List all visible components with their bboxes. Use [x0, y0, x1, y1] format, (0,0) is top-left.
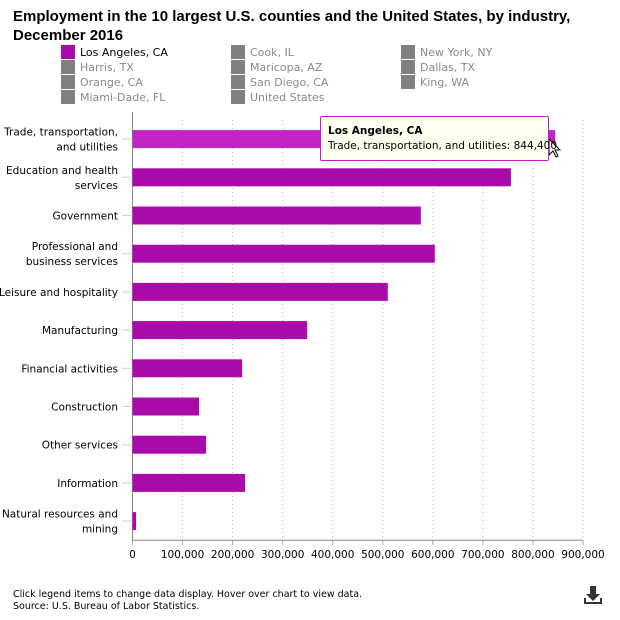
y-tick-label: Other services: [42, 440, 118, 452]
y-tick-label: Construction: [51, 402, 118, 414]
y-tick-label: services: [75, 180, 118, 192]
chart-title: Employment in the 10 largest U.S. counti…: [13, 8, 571, 44]
cursor-icon: [548, 137, 562, 158]
y-tick-label: Leisure and hospitality: [0, 287, 118, 299]
legend-label: United States: [250, 91, 325, 104]
legend-item[interactable]: Dallas, TX: [401, 60, 475, 75]
legend: Los Angeles, CA Cook, IL New York, NY Harri…: [61, 45, 581, 107]
x-tick-label: 0: [129, 549, 136, 561]
legend-label: Miami-Dade, FL: [80, 91, 166, 104]
legend-item[interactable]: United States: [231, 90, 325, 105]
y-tick-label: Trade, transportation,: [3, 127, 118, 139]
legend-swatch: [61, 60, 75, 74]
x-tick-label: 900,000: [561, 549, 604, 561]
legend-item[interactable]: San Diego, CA: [231, 75, 328, 90]
bar[interactable]: [132, 244, 435, 263]
bar[interactable]: [132, 512, 137, 531]
x-tick-label: 300,000: [261, 549, 304, 561]
legend-label: Orange, CA: [80, 76, 143, 89]
legend-swatch: [401, 60, 415, 74]
legend-swatch: [401, 45, 415, 59]
legend-label: New York, NY: [420, 46, 493, 59]
footer: Click legend items to change data displa…: [13, 589, 362, 613]
legend-item[interactable]: Miami-Dade, FL: [61, 90, 165, 105]
x-tick-label: 800,000: [511, 549, 554, 561]
tooltip-title: Los Angeles, CA: [328, 125, 423, 137]
legend-swatch: [61, 45, 75, 59]
bar[interactable]: [132, 282, 388, 301]
footer-instructions: Click legend items to change data displa…: [13, 589, 363, 600]
y-tick-label: Manufacturing: [42, 325, 118, 337]
y-tick-label: Financial activities: [21, 363, 118, 375]
download-icon[interactable]: [582, 584, 604, 606]
legend-swatch: [61, 90, 75, 104]
y-tick-label: mining: [82, 524, 118, 536]
legend-label: Los Angeles, CA: [80, 46, 168, 59]
y-tick-label: business services: [26, 256, 118, 268]
legend-swatch: [231, 45, 245, 59]
y-tick-label: Education and health: [6, 165, 118, 177]
bar[interactable]: [132, 168, 511, 187]
y-tick-label: Government: [53, 211, 118, 223]
bar-chart[interactable]: 0 100,000 200,000 300,000 400,000 500,000 600,…: [0, 0, 620, 580]
footer-source: Source: U.S. Bureau of Labor Statistics.: [13, 601, 200, 612]
legend-item[interactable]: King, WA: [401, 75, 469, 90]
legend-item[interactable]: Orange, CA: [61, 75, 143, 90]
legend-swatch: [231, 75, 245, 89]
x-tick-label: 700,000: [461, 549, 504, 561]
x-tick-label: 100,000: [161, 549, 204, 561]
legend-label: Harris, TX: [80, 61, 134, 74]
bar[interactable]: [132, 359, 243, 378]
bar[interactable]: [132, 473, 246, 492]
x-tick-label: 400,000: [311, 549, 354, 561]
y-tick-label: and utilities: [56, 142, 118, 154]
tooltip-body: Trade, transportation, and utilities: 84…: [328, 140, 558, 152]
x-tick-label: 600,000: [411, 549, 454, 561]
legend-swatch: [231, 90, 245, 104]
legend-item[interactable]: Cook, IL: [231, 45, 294, 60]
y-tick-label: Information: [57, 478, 118, 490]
legend-item[interactable]: Harris, TX: [61, 60, 134, 75]
tooltip: Los Angeles, CA Trade, transportation, a…: [320, 116, 558, 161]
bar[interactable]: [132, 397, 200, 416]
legend-label: Dallas, TX: [420, 61, 476, 74]
legend-swatch: [401, 75, 415, 89]
legend-label: King, WA: [420, 76, 470, 89]
legend-label: Cook, IL: [250, 46, 294, 59]
legend-label: Maricopa, AZ: [250, 61, 323, 74]
legend-label: San Diego, CA: [250, 76, 329, 89]
legend-item[interactable]: New York, NY: [401, 45, 492, 60]
legend-item[interactable]: Los Angeles, CA: [61, 45, 168, 60]
y-tick-label: Natural resources and: [2, 509, 118, 521]
bar[interactable]: [132, 435, 207, 454]
x-tick-label: 200,000: [211, 549, 254, 561]
bar[interactable]: [132, 206, 421, 225]
legend-swatch: [231, 60, 245, 74]
y-tick-label: Professional and: [32, 241, 118, 253]
bar[interactable]: [132, 321, 308, 340]
x-tick-label: 500,000: [361, 549, 404, 561]
legend-swatch: [61, 75, 75, 89]
legend-item[interactable]: Maricopa, AZ: [231, 60, 322, 75]
